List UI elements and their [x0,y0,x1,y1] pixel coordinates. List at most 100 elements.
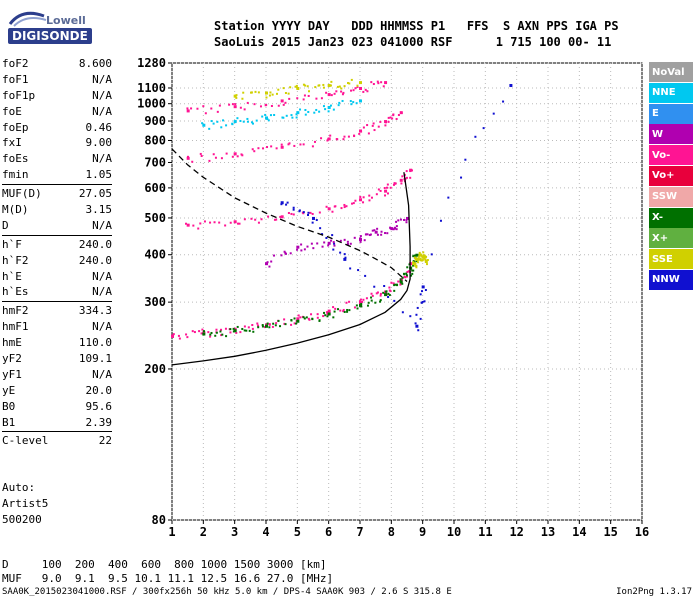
echo-point [415,313,418,316]
echo-point [361,300,364,303]
param-row: B1 2.39 [2,415,112,431]
echo-point [393,299,396,302]
y-tick-label: 400 [144,248,166,262]
echo-point [385,186,388,189]
echo-point [220,157,223,160]
echo-point [238,222,241,225]
x-tick-label: 1 [168,525,175,539]
echo-point [255,119,258,122]
echo-point [492,112,495,115]
echo-point [231,103,234,106]
echo-point [405,176,408,179]
echo-point [380,81,383,84]
echo-point [286,201,289,204]
echo-point [257,324,260,327]
echo-point [399,283,402,286]
x-tick-label: 8 [388,525,395,539]
echo-point [277,319,280,322]
echo-point [307,110,310,113]
y-tick-label: 500 [144,211,166,225]
legend-item-noval: NoVal [649,62,693,82]
echo-point [379,294,382,297]
echo-point [295,116,298,119]
y-tick-label: 600 [144,181,166,195]
echo-point [302,211,305,214]
echo-point [291,116,294,119]
echo-point [392,282,395,285]
param-value: 334.3 [78,304,112,318]
echo-point [186,336,189,339]
legend-item-vo-: Vo+ [649,165,693,186]
echo-point [405,275,408,278]
echo-point [369,233,372,236]
echo-point [347,82,350,85]
echo-point [256,322,259,325]
electron-density-profile-curve [171,172,411,366]
echo-point [290,323,293,326]
echo-point [279,325,282,328]
x-tick-label: 6 [325,525,332,539]
param-row: B0 95.6 [2,399,112,415]
echo-point [236,155,239,158]
echo-point [392,114,395,117]
param-row: yF2 109.1 [2,351,112,367]
echo-point [268,265,271,268]
echo-point [200,154,203,157]
echo-point [270,145,273,148]
echo-point [322,105,325,108]
param-name: yF1 [2,367,22,381]
echo-point [395,220,398,223]
echo-point [234,103,237,106]
echo-point [350,89,353,92]
auto-label: Auto: [2,481,36,494]
legend-item-w: W [649,124,693,145]
echo-point [371,294,374,297]
echo-point [220,328,223,331]
echo-point [316,242,319,245]
echo-point [331,210,334,213]
param-value: 240.0 [78,253,112,267]
param-name: foEp [2,120,29,134]
echo-point [374,301,377,304]
autoscaling-info: Auto: Artist5 500200 [2,480,48,528]
echo-point [349,242,352,245]
echo-point [341,99,344,102]
echo-point [376,233,379,236]
x-tick-label: 13 [541,525,555,539]
echo-point [421,285,425,289]
echo-point [235,96,238,99]
echo-point [384,81,388,85]
echo-point [343,253,346,256]
y-tick-label: 200 [144,362,166,376]
echo-point [356,85,359,88]
echo-point [319,227,322,230]
param-value: 2.39 [85,415,113,429]
echo-point [311,221,314,224]
echo-point [202,105,205,108]
echo-point [387,120,390,123]
x-tick-label: 3 [231,525,238,539]
echo-point [243,108,246,111]
param-value: N/A [92,367,112,381]
echo-point [405,274,408,277]
echo-point [186,223,190,227]
param-row: fxI 9.00 [2,135,112,151]
echo-point [265,324,268,328]
echo-point [293,322,296,325]
echo-point [391,117,394,120]
echo-point [215,331,218,334]
echo-point [412,255,415,258]
echo-point [326,139,329,142]
echo-point [280,145,284,149]
echo-point [241,327,244,330]
y-tick-label: 800 [144,133,166,147]
echo-point [422,254,425,257]
echo-point [199,222,202,225]
echo-point [203,220,206,223]
muf-dashed-curve [171,148,408,282]
echo-point [349,100,352,103]
echo-point [370,81,373,84]
param-name: foE [2,104,22,118]
echo-point [415,266,418,269]
echo-point [304,108,307,111]
